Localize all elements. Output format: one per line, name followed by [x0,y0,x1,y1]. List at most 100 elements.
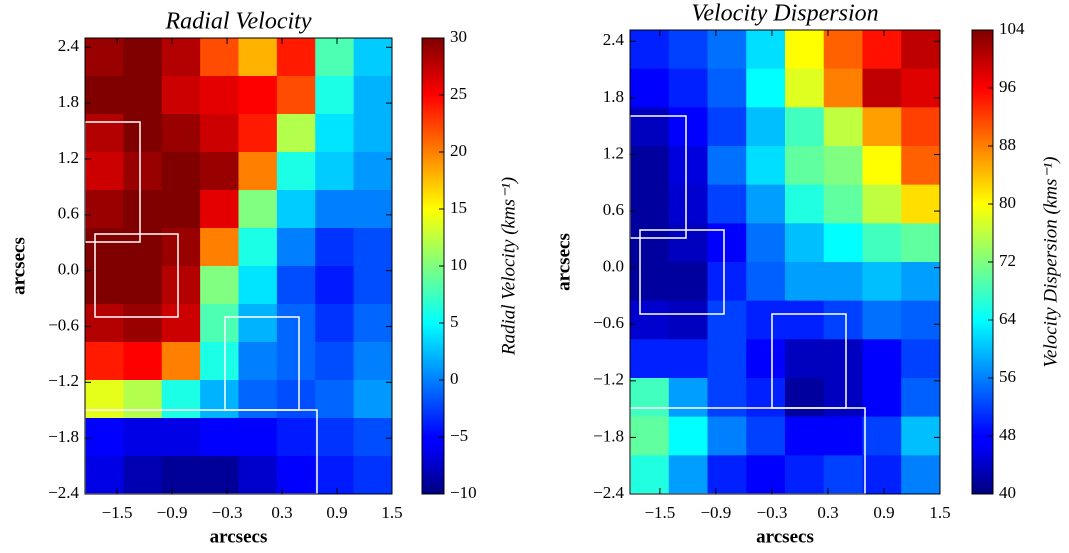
heatmap-cell [630,378,670,418]
y-tick-label: −0.6 [48,315,79,334]
heatmap-cell [353,190,393,229]
colorbar-tick-label: 5 [450,312,459,331]
heatmap-cell [85,456,124,495]
colorbar-tick-label: 40 [999,483,1016,502]
heatmap-cell [315,76,355,115]
heatmap-cell [353,152,393,191]
colorbar-tick-label: 30 [450,27,467,46]
heatmap-cell [785,262,825,302]
heatmap-cell [85,304,124,343]
heatmap-cell [668,107,708,147]
heatmap-cell [630,262,670,302]
heatmap-cell [746,455,786,495]
heatmap-cell [200,342,239,381]
heatmap-cell [238,380,278,419]
heatmap-cell [630,107,670,147]
heatmap-cell [901,223,941,263]
heatmap-cell [200,456,239,495]
heatmap-cell [668,262,708,302]
heatmap-cell [200,380,239,419]
heatmap-cell [276,228,316,267]
colorbar-label: Radial Velocity (kms⁻¹) [498,177,519,356]
y-tick-label: 0.6 [603,200,624,219]
heatmap-cell [85,342,124,381]
heatmap-cell [746,339,786,379]
heatmap-cell [785,107,825,147]
x-tick-label: 1.5 [381,503,402,522]
x-tick-label: −1.5 [102,503,133,522]
x-tick-label: 0.3 [817,503,838,522]
heatmap-cell [353,228,393,267]
heatmap-cell [707,223,747,263]
heatmap-cell [707,455,747,495]
heatmap-cell [823,339,863,379]
heatmap-cell [238,190,278,229]
heatmap-cell [276,76,316,115]
colorbar-tick-label: 20 [450,141,467,160]
heatmap-cell [123,456,163,495]
y-tick-label: −2.4 [48,483,79,502]
heatmap-cell [85,266,124,305]
heatmap-cell [630,146,670,186]
heatmap-cell [161,76,201,115]
heatmap-cell [707,30,747,70]
heatmap-cell [161,152,201,191]
heatmap-cell [161,266,201,305]
heatmap-cell [862,30,902,70]
heatmap-cell [200,76,239,115]
x-tick-label: −0.9 [700,503,731,522]
x-tick-label: 0.9 [873,503,894,522]
heatmap-cell [901,107,941,147]
heatmap-cell [85,114,124,153]
y-tick-label: 1.2 [58,148,79,167]
heatmap-cell [862,184,902,224]
heatmap-cell [785,223,825,263]
heatmap-cell [630,223,670,263]
colorbar-tick-label: −5 [450,426,468,445]
y-tick-label: 1.8 [58,92,79,111]
heatmap-cell [862,223,902,263]
heatmap-cell [707,146,747,186]
heatmap-cell [238,114,278,153]
heatmap-cell [785,455,825,495]
heatmap-cell [315,342,355,381]
heatmap-cell [276,114,316,153]
heatmap-cell [276,266,316,305]
heatmap-cell [315,456,355,495]
region-box [639,229,725,315]
heatmap-cell [276,342,316,381]
y-axis-label: arcsecs [553,233,574,291]
heatmap-cell [862,416,902,456]
heatmap-cell [823,30,863,70]
y-tick-label: 2.4 [58,36,80,55]
heatmap-cell [238,228,278,267]
heatmap-cell [862,68,902,108]
heatmap-cell [353,456,393,495]
heatmap-cells [85,30,941,495]
y-tick-label: −1.2 [48,371,79,390]
plot-frame [84,37,393,495]
y-tick-label: 2.4 [603,30,625,49]
heatmap-cell [901,146,941,186]
heatmap-cell [901,184,941,224]
heatmap-cell [668,223,708,263]
heatmap-cell [785,184,825,224]
heatmap-cell [823,455,863,495]
heatmap-cell [707,262,747,302]
title: Radial Velocity [165,9,312,35]
colorbar-tick-label: 72 [999,251,1016,270]
heatmap-cell [161,456,201,495]
plot-frame [629,29,941,495]
heatmap-cell [862,146,902,186]
heatmap-cell [276,456,316,495]
x-tick-label: −0.3 [212,503,243,522]
x-axis-label: arcsecs [210,526,268,547]
heatmap-cell [85,76,124,115]
heatmap-cell [353,38,393,77]
heatmap-cell [276,152,316,191]
x-tick-label: 0.9 [326,503,347,522]
colorbar-tick-label: 96 [999,77,1016,96]
heatmap-cell [200,418,239,457]
heatmap-cell [630,68,670,108]
heatmap-cell [200,114,239,153]
